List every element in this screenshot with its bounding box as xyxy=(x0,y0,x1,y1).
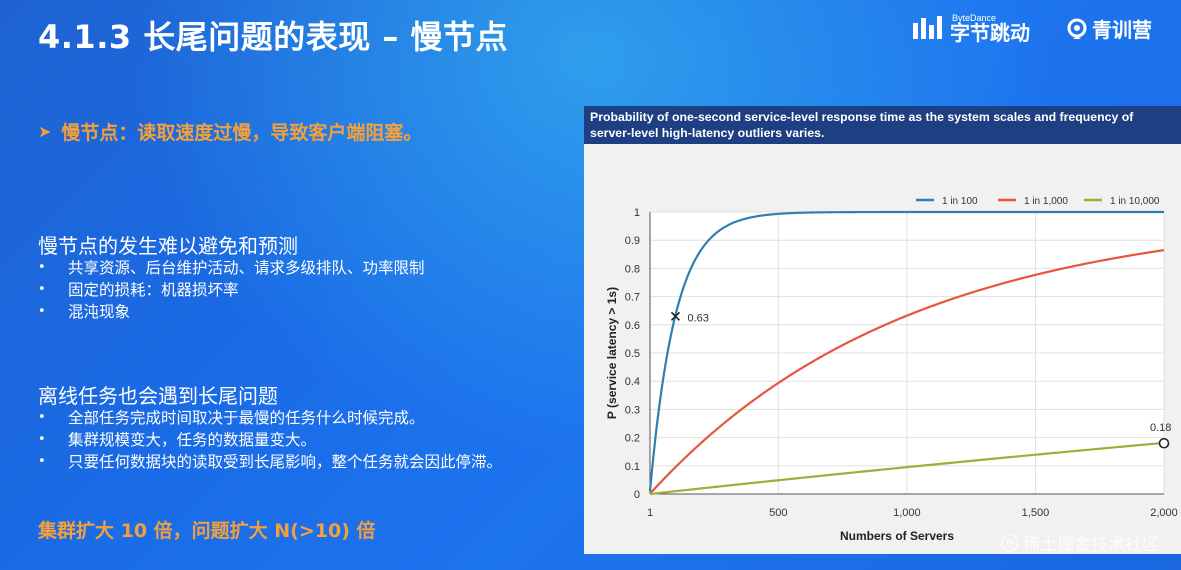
bullet-icon: • xyxy=(38,431,46,447)
series-line-3 xyxy=(649,441,1165,496)
annotation-label: 0.18 xyxy=(1150,422,1171,434)
legend-label: 1 in 10,000 xyxy=(1110,196,1160,207)
list-item: • 全部任务完成时间取决于最慢的任务什么时候完成。 xyxy=(38,406,502,428)
chart-title: Probability of one-second service-level … xyxy=(584,106,1181,144)
watermark-text: 稀土掘金技术社区 xyxy=(1023,535,1159,555)
y-tick-label: 0.9 xyxy=(625,235,640,247)
bullet-icon: • xyxy=(38,303,46,319)
list-item: • 集群规模变大，任务的数据量变大。 xyxy=(38,428,502,450)
annotation-marker xyxy=(670,311,681,321)
qingxun-name: 青训营 xyxy=(1092,17,1152,42)
x-tick-label: 1,000 xyxy=(893,507,921,519)
section2-list: • 全部任务完成时间取决于最慢的任务什么时候完成。 • 集群规模变大，任务的数据量变… xyxy=(38,406,502,472)
y-tick-label: 0.7 xyxy=(625,292,640,304)
list-item: • 混沌现象 xyxy=(38,300,425,322)
bullet-icon: • xyxy=(38,259,46,275)
legend-label: 1 in 100 xyxy=(942,196,978,207)
juejin-logo-icon xyxy=(1001,533,1019,552)
x-tick-label: 500 xyxy=(769,507,787,519)
list-item-text: 全部任务完成时间取决于最慢的任务什么时候完成。 xyxy=(68,409,425,427)
x-tick-label: 2,000 xyxy=(1150,507,1178,519)
y-tick-label: 0.2 xyxy=(625,433,640,445)
footer-statement: 集群扩大 10 倍，问题扩大 N(>10) 倍 xyxy=(38,520,376,542)
legend-label: 1 in 1,000 xyxy=(1024,196,1068,207)
list-item: • 只要任何数据块的读取受到长尾影响，整个任务就会因此停滞。 xyxy=(38,450,502,472)
section1-list: • 共享资源、后台维护活动、请求多级排队、功率限制 • 固定的损耗：机器损坏率 • 混… xyxy=(38,256,425,322)
y-tick-label: 0.1 xyxy=(625,461,640,473)
list-item-text: 集群规模变大，任务的数据量变大。 xyxy=(68,431,317,449)
y-tick-label: 1 xyxy=(634,207,640,219)
y-tick-label: 0.6 xyxy=(625,320,640,332)
bytedance-logo-icon xyxy=(913,16,942,39)
y-tick-label: 0.8 xyxy=(625,263,640,275)
series-line-2 xyxy=(649,249,1165,495)
list-item-text: 固定的损耗：机器损坏率 xyxy=(68,281,239,299)
qingxun-logo: 青训营 xyxy=(1066,10,1152,46)
bytedance-name: 字节跳动 xyxy=(950,20,1030,45)
list-item-text: 共享资源、后台维护活动、请求多级排队、功率限制 xyxy=(68,259,425,277)
bullet-icon: • xyxy=(38,409,46,425)
arrow-right-icon: ➤ xyxy=(38,122,52,141)
slide-title: 4.1.3 长尾问题的表现 – 慢节点 xyxy=(38,18,509,56)
bullet-icon: • xyxy=(38,453,46,469)
series-line-1 xyxy=(648,210,1164,492)
chart-panel: Probability of one-second service-level … xyxy=(584,106,1181,554)
x-tick-label: 1 xyxy=(647,507,653,519)
list-item-text: 混沌现象 xyxy=(68,303,131,321)
lead-text: 慢节点：读取速度过慢，导致客户端阻塞。 xyxy=(61,122,423,144)
list-item-text: 只要任何数据块的读取受到长尾影响，整个任务就会因此停滞。 xyxy=(68,453,503,471)
bytedance-logo: ByteDance 字节跳动 xyxy=(912,10,1030,46)
lead-statement: ➤ 慢节点：读取速度过慢，导致客户端阻塞。 xyxy=(38,118,422,145)
watermark-corner: 稀土掘金技术社区 xyxy=(1001,530,1159,555)
y-tick-label: 0.4 xyxy=(625,376,640,388)
annotation-marker xyxy=(1158,437,1170,449)
x-axis-label: Numbers of Servers xyxy=(840,529,954,543)
list-item: • 固定的损耗：机器损坏率 xyxy=(38,278,425,300)
x-tick-label: 1,500 xyxy=(1022,507,1050,519)
y-tick-label: 0.3 xyxy=(625,404,640,416)
list-item: • 共享资源、后台维护活动、请求多级排队、功率限制 xyxy=(38,256,425,278)
latency-chart: 0 0.1 0.2 0.3 0.4 0.5 0.6 0.7 0.8 0.9 1 1 500 1,000 1,… xyxy=(605,196,1178,543)
y-axis-label: P (service latency > 1s) xyxy=(605,287,619,419)
bullet-icon: • xyxy=(38,281,46,297)
section2-heading: 离线任务也会遇到长尾问题 xyxy=(38,384,278,408)
annotation-label: 0.63 xyxy=(687,312,708,324)
y-tick-label: 0 xyxy=(634,489,640,501)
section1-heading: 慢节点的发生难以避免和预测 xyxy=(38,234,298,258)
qingxun-logo-icon xyxy=(1067,18,1087,39)
y-tick-label: 0.5 xyxy=(625,348,640,360)
bytedance-small-text: ByteDance xyxy=(952,12,997,23)
